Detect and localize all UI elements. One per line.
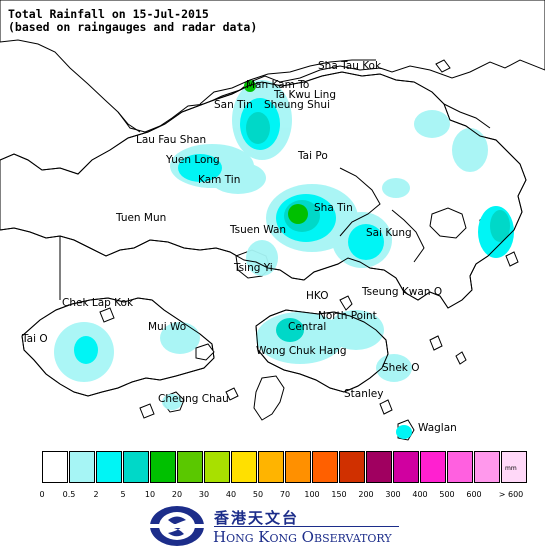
legend-swatch [312, 451, 338, 483]
place-ta-kwu-ling: Ta Kwu Ling [274, 89, 337, 101]
place-tsuen-wan: Tsuen Wan [230, 224, 287, 236]
place-waglan: Waglan [418, 422, 457, 434]
place-north-point: North Point [318, 310, 377, 322]
legend-swatch [177, 451, 203, 483]
legend-tick-label: > 600 [498, 490, 524, 499]
legend-tick-label: 20 [171, 490, 183, 499]
legend-swatch [339, 451, 365, 483]
rainfall-layer [54, 80, 514, 439]
legend-tick-label: 40 [225, 490, 237, 499]
place-sha-tau-kok: Sha Tau Kok [318, 60, 382, 72]
place-tsing-yi: Tsing Yi [234, 262, 273, 274]
legend-swatch [393, 451, 419, 483]
place-shek-o: Shek O [382, 362, 420, 374]
legend-tick-label: 0.5 [62, 490, 76, 499]
legend-tick-label: 200 [358, 490, 374, 499]
legend-tick-label: 30 [198, 490, 210, 499]
legend-swatch [366, 451, 392, 483]
place-kam-tin: Kam Tin [198, 174, 241, 186]
place-cheung-chau: Cheung Chau [158, 393, 229, 405]
place-yuen-long: Yuen Long [166, 154, 220, 166]
hko-english-name: Hong Kong Observatory [213, 528, 392, 546]
legend-tick-label: 150 [331, 490, 347, 499]
legend-swatch [96, 451, 122, 483]
logo-divider [214, 526, 399, 527]
legend-tick-label: 600 [466, 490, 482, 499]
hko-emblem-icon [148, 506, 206, 546]
legend-swatch [501, 451, 527, 483]
legend-swatch [231, 451, 257, 483]
legend-tick-label: 100 [304, 490, 320, 499]
legend-swatch [42, 451, 68, 483]
legend-tick-label: 50 [252, 490, 264, 499]
legend-tick-label: 300 [385, 490, 401, 499]
legend-swatch [69, 451, 95, 483]
legend-swatch [285, 451, 311, 483]
legend-swatch [204, 451, 230, 483]
mainland-china [0, 0, 545, 133]
legend-unit: mm [505, 465, 517, 472]
place-man-kam-to: Man Kam To [246, 79, 310, 91]
legend-swatch [474, 451, 500, 483]
place-lau-fau-shan: Lau Fau Shan [136, 134, 207, 146]
place-chek-lap-kok: Chek Lap Kok [62, 297, 134, 309]
small-islands [99, 59, 519, 419]
legend-swatch [150, 451, 176, 483]
place-tai-po: Tai Po [298, 150, 328, 162]
place-sha-tin: Sha Tin [314, 202, 353, 214]
legend-tick-label: 500 [439, 490, 455, 499]
legend-swatch [123, 451, 149, 483]
legend-swatch [447, 451, 473, 483]
coastline-layer [0, 59, 527, 397]
legend-tick-label: 70 [279, 490, 291, 499]
place-sai-kung: Sai Kung [366, 227, 412, 239]
legend-swatch [258, 451, 284, 483]
map-title: Total Rainfall on 15-Jul-2015 [8, 7, 209, 21]
place-wong-chuk-hang: Wong Chuk Hang [256, 345, 347, 357]
rainfall-map [0, 0, 545, 441]
place-sheung-shui: Sheung Shui [264, 99, 330, 111]
place-stanley: Stanley [344, 388, 384, 400]
place-hko: HKO [306, 290, 329, 302]
place-tseung-kwan-o: Tseung Kwan O [362, 286, 443, 298]
legend-tick-label: 400 [412, 490, 428, 499]
legend-swatch [420, 451, 446, 483]
legend-tick-label: 2 [93, 490, 99, 499]
sai-kung-island-1 [429, 207, 467, 239]
hko-chinese-name: 香港天文台 [214, 509, 300, 527]
legend-tick-label: 5 [120, 490, 126, 499]
place-tuen-mun: Tuen Mun [116, 212, 167, 224]
map-subtitle: (based on raingauges and radar data) [8, 20, 258, 34]
place-mui-wo: Mui Wo [148, 321, 187, 333]
place-central: Central [288, 321, 327, 333]
place-tai-o: Tai O [22, 333, 48, 345]
legend-tick-label: 0 [39, 490, 45, 499]
legend-tick-label: 10 [144, 490, 156, 499]
place-san-tin: San Tin [214, 99, 253, 111]
lamma-island [253, 375, 285, 421]
